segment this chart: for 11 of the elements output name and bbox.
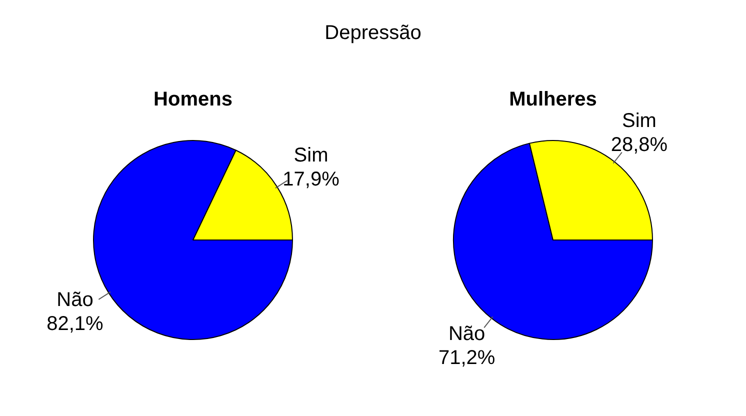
data-label: 28,8% [610, 134, 668, 156]
slice-label: Não [56, 288, 94, 311]
data-label: 17,9% [282, 168, 340, 190]
slice-label: Não [448, 323, 486, 346]
slice-label: Sim [294, 144, 328, 166]
chart-title: Mulheres [509, 88, 597, 111]
slice-label: Sim [622, 110, 656, 132]
chart-title: Homens [154, 88, 232, 111]
text: Depressão [324, 21, 422, 46]
data-label: 82,1% [46, 312, 104, 335]
data-label: 71,2% [438, 347, 496, 370]
